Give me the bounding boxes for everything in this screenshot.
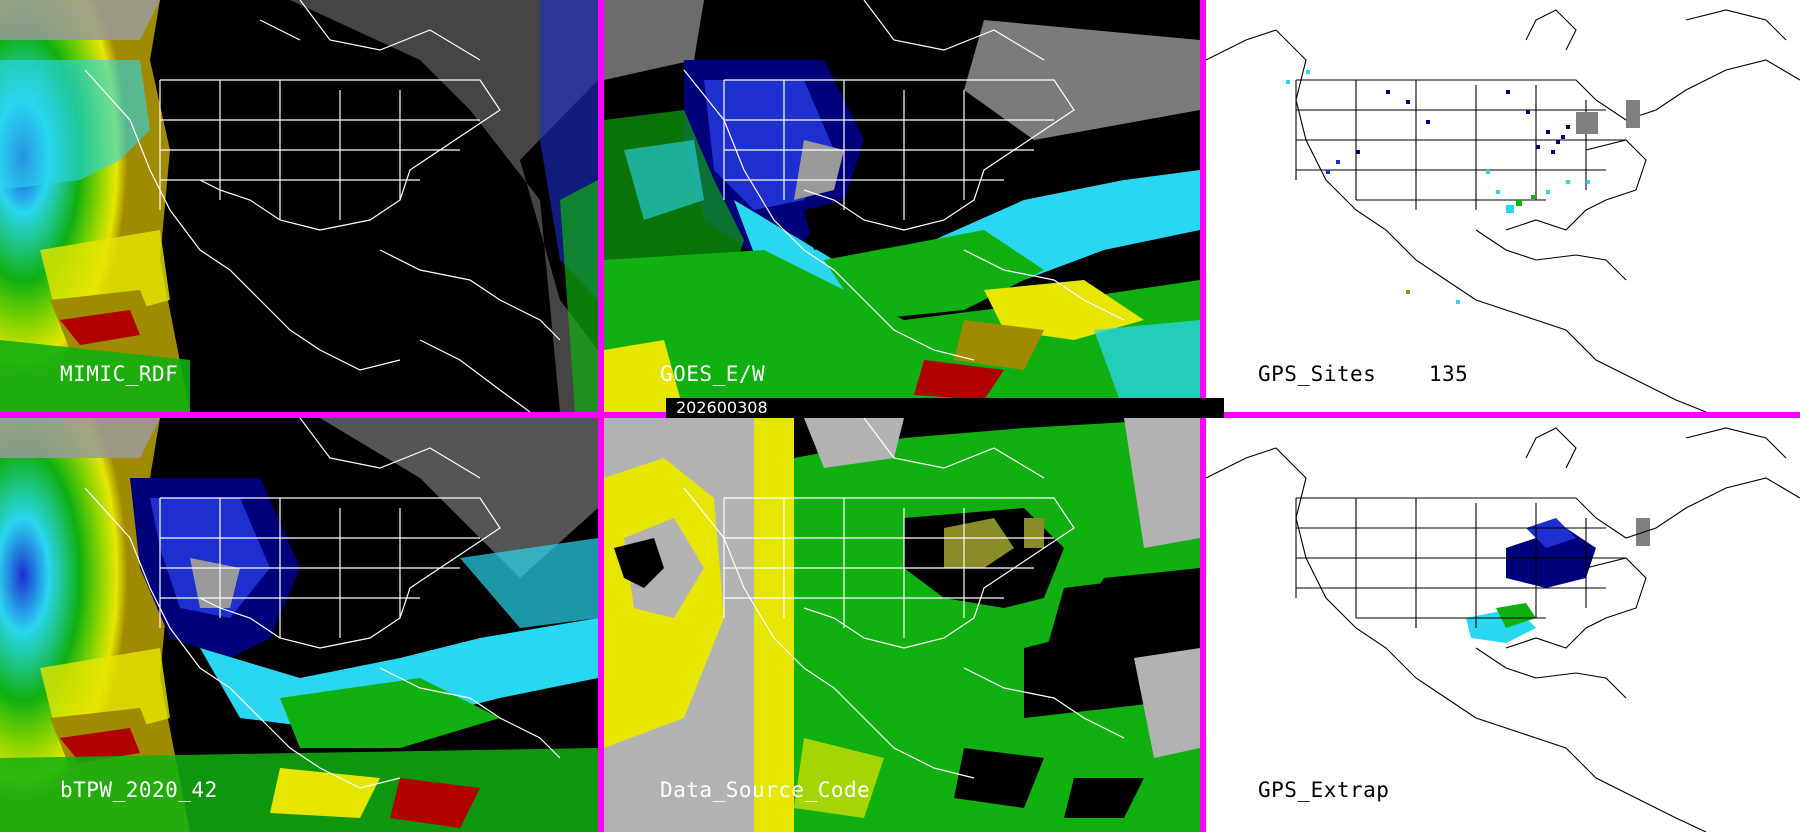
btpw-map [0, 418, 598, 832]
panel-mimic-rdf[interactable]: MIMIC_RDF [0, 0, 598, 412]
vertical-divider-left [598, 0, 604, 832]
panel-label: GPS_Extrap [1258, 778, 1390, 802]
panel-label: MIMIC_RDF [60, 362, 179, 386]
panel-label: GPS_Sites 135 [1258, 362, 1468, 386]
panel-label: GOES_E/W [660, 362, 766, 386]
gps-sites-count: 135 [1428, 362, 1469, 386]
mimic-rdf-map [0, 0, 598, 412]
timestamp-bar: 202600308 [666, 398, 1224, 418]
panel-btpw[interactable]: bTPW_2020_42 [0, 418, 598, 832]
gps-sites-map [1206, 0, 1800, 412]
panel-label: Data_Source_Code [660, 778, 871, 802]
panel-goes-ew[interactable]: GOES_E/W [604, 0, 1200, 412]
basemap-outlines [1206, 9, 1800, 412]
panel-gps-sites[interactable]: GPS_Sites 135 [1206, 0, 1800, 412]
basemap-outlines [1206, 427, 1800, 832]
coastlines-overlay [84, 418, 561, 789]
gps-sites-label: GPS_Sites [1258, 362, 1377, 386]
panel-gps-extrap[interactable]: GPS_Extrap [1206, 418, 1800, 832]
coastlines-overlay [84, 0, 561, 412]
gps-site-markers [1286, 70, 1590, 304]
goes-ew-map [604, 0, 1200, 412]
panel-data-source-code[interactable]: Data_Source_Code [604, 418, 1200, 832]
panel-label: bTPW_2020_42 [60, 778, 218, 802]
coastlines-overlay [683, 0, 1125, 361]
coastlines-overlay [683, 418, 1125, 779]
data-source-code-map [604, 418, 1200, 832]
gps-extrap-map [1206, 418, 1800, 832]
